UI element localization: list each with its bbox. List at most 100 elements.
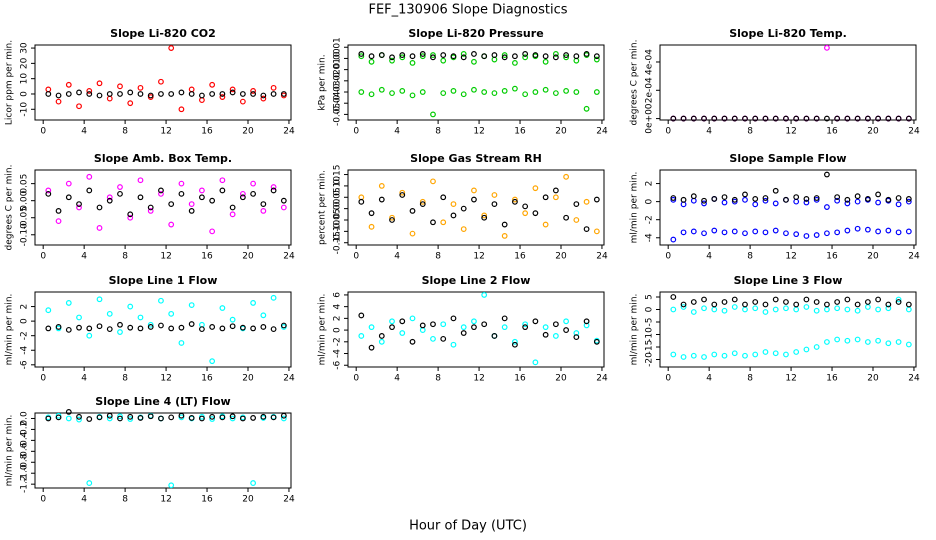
point: [522, 54, 529, 61]
point: [450, 87, 457, 94]
point: [147, 324, 154, 330]
point: [542, 86, 549, 93]
point: [532, 359, 539, 366]
point: [783, 351, 789, 358]
x-tick-label: 4: [394, 252, 400, 262]
point: [378, 86, 385, 93]
point: [690, 115, 697, 122]
point: [512, 60, 518, 66]
x-tick-label: 4: [706, 252, 712, 262]
point: [670, 196, 677, 203]
point: [701, 305, 707, 312]
point: [378, 183, 385, 189]
point: [188, 415, 195, 421]
point: [260, 208, 267, 214]
point: [783, 196, 789, 203]
point: [522, 91, 529, 98]
point: [772, 115, 779, 122]
point: [481, 53, 488, 60]
point: [563, 318, 570, 325]
point: [86, 173, 93, 180]
point: [450, 201, 457, 207]
point: [76, 89, 82, 96]
point: [834, 336, 841, 343]
point: [491, 333, 498, 339]
point: [690, 193, 697, 200]
point: [229, 86, 236, 93]
point: [471, 187, 477, 194]
point: [239, 415, 246, 422]
point: [491, 52, 498, 58]
point: [188, 321, 195, 327]
point: [583, 51, 590, 57]
point: [522, 324, 529, 331]
x-tick-label: 12: [160, 374, 171, 384]
point: [522, 51, 529, 57]
point: [450, 341, 457, 348]
point: [229, 415, 236, 422]
plot-frame: [659, 44, 917, 121]
point: [368, 58, 375, 65]
point: [711, 301, 718, 308]
y-tick-label: 6: [333, 292, 343, 298]
point: [783, 115, 789, 122]
point: [430, 321, 436, 328]
point: [65, 415, 72, 422]
x-tick-label: 0: [353, 374, 359, 384]
point: [117, 413, 123, 420]
panel-title: Slope Line 1 Flow: [109, 274, 218, 287]
point: [219, 325, 226, 332]
point: [86, 480, 93, 486]
x-tick-label: 20: [242, 374, 254, 384]
point: [239, 194, 246, 201]
point: [762, 301, 769, 308]
point: [450, 315, 457, 322]
point: [358, 89, 365, 95]
point: [178, 324, 185, 331]
point: [440, 219, 447, 226]
point: [168, 325, 175, 332]
point: [501, 54, 508, 61]
point: [106, 310, 113, 317]
point: [460, 324, 467, 331]
x-tick-label: 12: [785, 127, 796, 137]
x-tick-label: 0: [353, 252, 359, 262]
point: [824, 204, 830, 210]
point: [409, 92, 416, 99]
point: [419, 53, 426, 60]
point: [552, 51, 559, 57]
point: [583, 226, 590, 232]
y-tick-label: -0.4: [20, 431, 30, 449]
point: [593, 89, 600, 95]
point: [762, 309, 769, 315]
y-tick-label: -0.10: [333, 219, 343, 243]
x-tick-label: 12: [160, 127, 171, 137]
x-tick-label: 20: [242, 127, 254, 137]
point: [680, 115, 687, 122]
panel-title: Slope Line 2 Flow: [422, 274, 531, 287]
point: [419, 89, 426, 95]
point: [690, 299, 697, 305]
point: [96, 296, 103, 303]
x-tick-label: 16: [826, 252, 838, 262]
point: [552, 321, 559, 328]
point: [137, 325, 144, 332]
point: [905, 301, 912, 308]
point: [389, 90, 395, 97]
point: [563, 87, 570, 94]
point: [854, 307, 861, 314]
point: [178, 340, 185, 346]
point: [552, 90, 559, 97]
point: [368, 210, 375, 217]
point: [158, 297, 164, 304]
point: [731, 304, 738, 310]
point: [803, 304, 810, 310]
point: [358, 198, 365, 205]
point: [481, 214, 488, 221]
x-tick-label: 16: [514, 127, 526, 137]
y-tick-label: -0.02: [333, 69, 343, 92]
point: [76, 103, 82, 110]
point: [670, 236, 677, 243]
point: [199, 97, 205, 104]
point: [512, 196, 518, 203]
